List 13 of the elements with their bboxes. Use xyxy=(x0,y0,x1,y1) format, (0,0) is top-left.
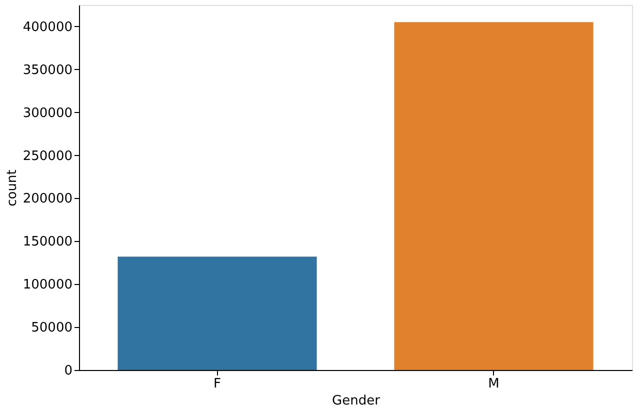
y-tick-label: 300000 xyxy=(22,106,72,121)
y-tick-label: 350000 xyxy=(22,62,72,78)
y-tick-label: 0 xyxy=(64,364,72,378)
x-tick-label: F xyxy=(214,376,221,392)
y-axis-title: count xyxy=(4,170,20,206)
x-tick-label: M xyxy=(488,376,500,392)
y-tick-label: 200000 xyxy=(22,192,72,207)
y-tick-label: 50000 xyxy=(31,320,72,336)
y-tick-label: 250000 xyxy=(22,148,72,164)
y-tick-label: 100000 xyxy=(22,278,72,293)
y-tick-label: 400000 xyxy=(22,20,72,35)
y-tick-label: 150000 xyxy=(22,234,72,250)
x-axis-title: Gender xyxy=(332,394,381,408)
